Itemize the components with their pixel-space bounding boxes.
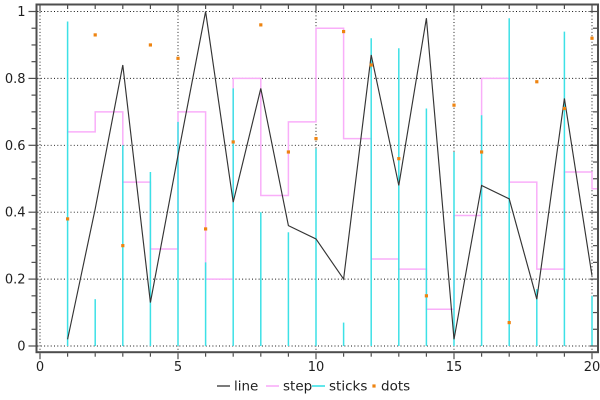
dot-marker: [259, 23, 263, 27]
legend-key-dots: [372, 384, 376, 388]
dot-marker: [286, 150, 290, 154]
y-tick-label: 0.4: [5, 206, 26, 221]
step-series: [67, 27, 598, 310]
dot-marker: [452, 103, 456, 107]
x-tick-label: 10: [308, 360, 325, 375]
dot-marker: [535, 80, 539, 84]
legend-label-line: line: [234, 379, 258, 395]
line-series: [67, 11, 593, 340]
dot-marker: [121, 244, 125, 248]
dot-marker: [66, 217, 70, 221]
x-tick-label: 20: [584, 360, 600, 375]
dot-marker: [204, 227, 208, 231]
y-tick-label: 0.8: [5, 72, 26, 87]
dot-marker: [562, 106, 566, 111]
y-tick-label: 0.2: [5, 273, 26, 288]
dot-marker: [369, 63, 373, 67]
dot-marker: [590, 36, 594, 40]
dot-marker: [314, 137, 318, 141]
dot-marker: [231, 140, 235, 144]
dot-marker: [507, 320, 511, 325]
legend-label-dots: dots: [381, 379, 410, 395]
legend-label-step: step: [283, 379, 312, 395]
x-tick-label: 5: [174, 360, 182, 375]
y-tick-label: 1: [17, 5, 25, 20]
x-tick-label: 15: [446, 360, 463, 375]
y-tick-label: 0: [17, 340, 25, 355]
y-tick-label: 0.6: [5, 139, 26, 154]
legend-label-sticks: sticks: [329, 379, 367, 395]
dot-marker: [93, 33, 97, 37]
dot-marker: [424, 294, 428, 298]
dot-marker: [480, 150, 484, 154]
dot-marker: [397, 157, 401, 161]
dot-marker: [342, 29, 346, 34]
dot-marker: [148, 43, 152, 47]
x-tick-label: 0: [36, 360, 44, 375]
dot-marker: [176, 56, 180, 60]
plot-frame: [35, 3, 599, 354]
